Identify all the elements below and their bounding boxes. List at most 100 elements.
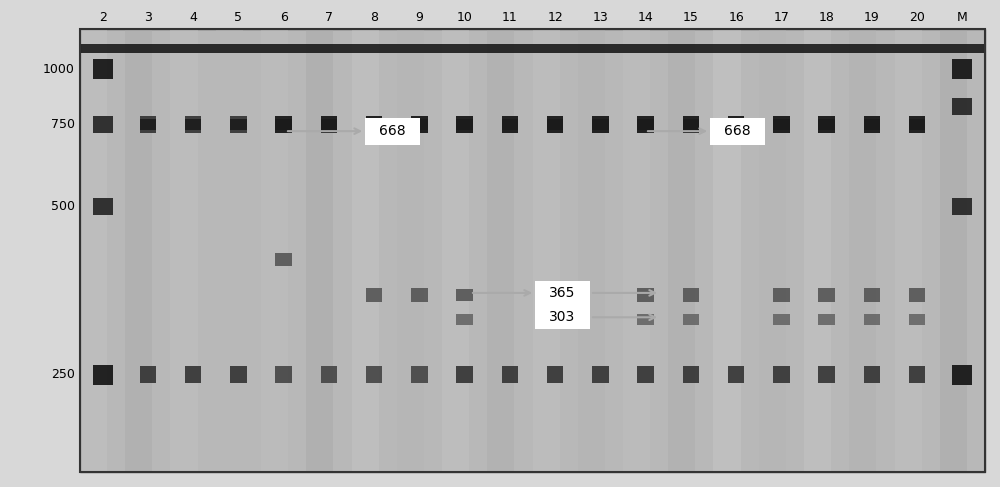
Text: 500: 500: [51, 200, 75, 213]
Bar: [818, 314, 835, 325]
Bar: [710, 118, 765, 145]
Bar: [818, 367, 835, 383]
Bar: [442, 29, 469, 472]
Bar: [728, 116, 744, 133]
Bar: [125, 29, 152, 472]
Bar: [275, 253, 292, 266]
Text: 16: 16: [728, 11, 744, 24]
Bar: [487, 29, 514, 472]
Bar: [773, 119, 790, 130]
Bar: [366, 116, 382, 133]
Bar: [93, 365, 113, 385]
Bar: [592, 116, 609, 133]
Bar: [456, 289, 473, 301]
Bar: [952, 98, 972, 115]
Text: 7: 7: [325, 11, 333, 24]
Text: 13: 13: [592, 11, 608, 24]
Bar: [547, 119, 563, 130]
Bar: [773, 314, 790, 325]
Bar: [773, 288, 790, 302]
Bar: [216, 29, 243, 472]
Bar: [818, 288, 835, 302]
Bar: [456, 119, 473, 130]
Text: 1000: 1000: [43, 63, 75, 75]
Bar: [773, 116, 790, 133]
Bar: [456, 116, 473, 133]
Bar: [952, 198, 972, 215]
Text: 250: 250: [51, 368, 75, 381]
Text: 8: 8: [370, 11, 378, 24]
Text: 365: 365: [549, 286, 576, 300]
Text: 668: 668: [379, 124, 406, 138]
Bar: [532, 29, 560, 472]
Bar: [321, 367, 337, 383]
Text: 15: 15: [683, 11, 699, 24]
Bar: [535, 281, 590, 329]
Text: 20: 20: [909, 11, 925, 24]
Bar: [502, 367, 518, 383]
Bar: [683, 367, 699, 383]
Bar: [952, 365, 972, 385]
Bar: [261, 29, 288, 472]
Bar: [306, 29, 333, 472]
Text: 14: 14: [638, 11, 653, 24]
Bar: [637, 116, 654, 133]
Text: 3: 3: [144, 11, 152, 24]
Bar: [909, 119, 925, 130]
Bar: [93, 198, 113, 215]
Bar: [411, 119, 428, 130]
Bar: [185, 367, 201, 383]
Bar: [637, 314, 654, 325]
Bar: [140, 119, 156, 130]
Bar: [456, 367, 473, 383]
Bar: [909, 367, 925, 383]
Bar: [456, 314, 473, 325]
Bar: [864, 119, 880, 130]
Bar: [759, 29, 786, 472]
Bar: [366, 119, 382, 130]
Bar: [713, 29, 741, 472]
Bar: [80, 44, 985, 53]
Bar: [93, 59, 113, 79]
Text: 750: 750: [51, 118, 75, 131]
Bar: [411, 116, 428, 133]
Bar: [637, 367, 654, 383]
Bar: [909, 314, 925, 325]
Bar: [230, 116, 247, 133]
Text: 19: 19: [864, 11, 880, 24]
Bar: [909, 116, 925, 133]
Bar: [321, 119, 337, 130]
Bar: [230, 367, 247, 383]
Bar: [849, 29, 876, 472]
Bar: [547, 367, 563, 383]
Text: 12: 12: [547, 11, 563, 24]
Bar: [683, 116, 699, 133]
Bar: [275, 367, 292, 383]
Bar: [352, 29, 379, 472]
Bar: [366, 288, 382, 302]
Bar: [623, 29, 650, 472]
Bar: [80, 29, 107, 472]
Bar: [728, 119, 744, 130]
Bar: [411, 288, 428, 302]
Text: 17: 17: [773, 11, 789, 24]
Bar: [275, 119, 292, 130]
Bar: [230, 119, 247, 130]
Bar: [940, 29, 967, 472]
Bar: [170, 29, 198, 472]
Bar: [683, 314, 699, 325]
Bar: [818, 116, 835, 133]
Bar: [864, 367, 880, 383]
Bar: [397, 29, 424, 472]
Bar: [864, 288, 880, 302]
Bar: [502, 116, 518, 133]
Bar: [683, 119, 699, 130]
Text: 6: 6: [280, 11, 288, 24]
Bar: [93, 116, 113, 133]
Bar: [864, 314, 880, 325]
Bar: [668, 29, 695, 472]
Bar: [502, 119, 518, 130]
Text: 9: 9: [415, 11, 423, 24]
Bar: [728, 367, 744, 383]
Bar: [140, 367, 156, 383]
